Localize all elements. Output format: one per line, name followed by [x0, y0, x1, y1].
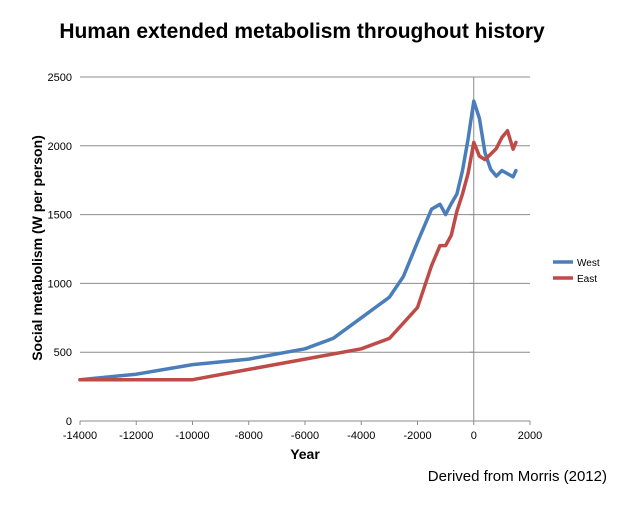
x-tick-label: -10000: [175, 430, 209, 442]
axes: [80, 76, 530, 422]
x-axis-label: Year: [290, 446, 320, 462]
legend-label-west: West: [577, 258, 600, 269]
x-tick-label: -12000: [119, 430, 153, 442]
x-tick-label: 0: [471, 430, 477, 442]
y-tick-label: 500: [54, 347, 72, 359]
legend: West East: [553, 258, 600, 285]
legend-label-east: East: [577, 274, 597, 285]
source-annotation: Derived from Morris (2012): [428, 468, 607, 485]
x-tick-label: -2000: [403, 430, 431, 442]
x-tick-label: 2000: [518, 430, 542, 442]
x-tick-label: -8000: [235, 430, 263, 442]
x-tick-label: -4000: [347, 430, 375, 442]
y-tick-label: 2000: [48, 141, 72, 153]
y-tick-label: 1500: [48, 210, 72, 222]
series-line-west: [78, 99, 518, 382]
y-tick-label: 0: [66, 416, 72, 428]
x-axis-ticks: -14000 -12000 -10000 -8000 -6000 -4000 -2000 0 2…: [63, 421, 542, 442]
y-axis-label: Social metabolism (W per person): [29, 135, 45, 361]
y-tick-label: 1000: [48, 278, 72, 290]
series-line-east: [78, 128, 518, 382]
x-tick-label: -14000: [63, 430, 97, 442]
y-tick-label: 2500: [48, 72, 72, 84]
gridlines: [80, 76, 530, 353]
x-tick-label: -6000: [291, 430, 319, 442]
y-axis-ticks: 0 500 1000 1500 2000 2500: [48, 72, 72, 428]
series-lines: [78, 99, 518, 382]
chart-title: Human extended metabolism throughout his…: [59, 20, 545, 43]
